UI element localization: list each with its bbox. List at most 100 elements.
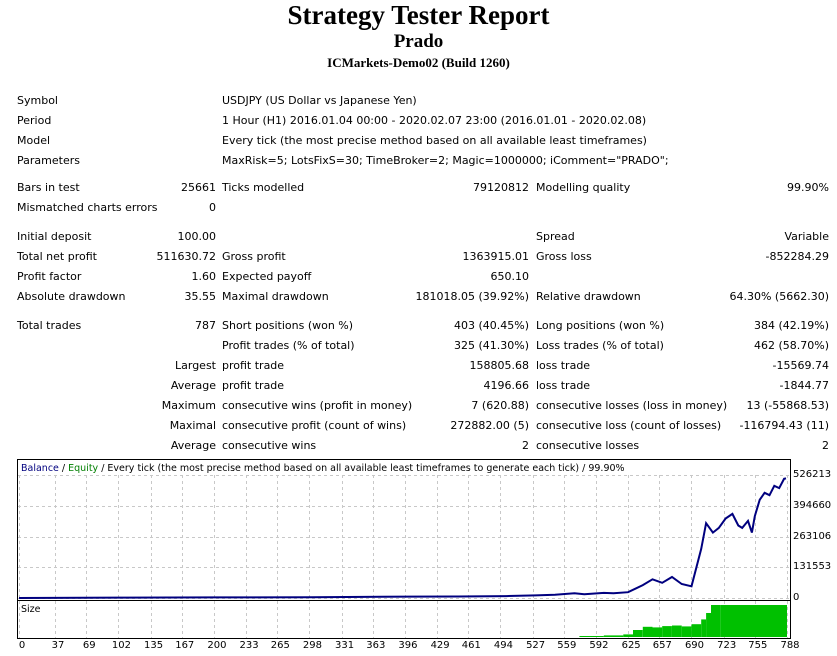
x-tick-label: 396 — [398, 640, 418, 651]
largest-loss-label: loss trade — [536, 359, 591, 372]
largest-profit-value: 158805.68 — [469, 359, 530, 372]
reldd-label: Relative drawdown — [536, 290, 641, 303]
size-bar — [662, 626, 672, 637]
deposit-value: 100.00 — [177, 230, 217, 243]
quality-label: Modelling quality — [536, 181, 631, 194]
x-tick-label: 657 — [652, 640, 672, 651]
size-bar — [706, 613, 711, 637]
size-bar — [720, 605, 787, 637]
long-value: 384 (42.19%) — [753, 319, 829, 332]
size-bars — [579, 605, 787, 637]
x-tick-label: 461 — [461, 640, 481, 651]
legend-description: / Every tick (the most precise method ba… — [98, 463, 624, 474]
deposit-label: Initial deposit — [17, 230, 92, 243]
avg-consec-losses-label: consecutive losses — [536, 439, 640, 452]
largest-label: Largest — [175, 359, 216, 372]
average-profit-label: profit trade — [222, 379, 285, 392]
profittrades-value: 325 (41.30%) — [453, 339, 529, 352]
y-tick-label: 263106 — [793, 530, 832, 542]
model-value: Every tick (the most precise method base… — [222, 134, 647, 147]
y-tick-label: 131553 — [793, 561, 832, 573]
size-bar — [681, 626, 692, 637]
size-bar — [633, 630, 643, 637]
x-tick-label: 0 — [18, 640, 26, 651]
x-tick-label: 298 — [302, 640, 322, 651]
legend-balance: Balance — [21, 463, 59, 474]
mismatch-value: 0 — [209, 201, 216, 214]
absdd-value: 35.55 — [184, 290, 217, 303]
x-tick-label: 559 — [557, 640, 577, 651]
ticks-label: Ticks modelled — [222, 181, 305, 194]
size-bar — [603, 635, 624, 637]
chart-frame — [17, 459, 791, 639]
x-tick-label: 494 — [493, 640, 513, 651]
quality-value: 99.90% — [787, 181, 829, 194]
grossloss-label: Gross loss — [536, 250, 592, 263]
payoff-label: Expected payoff — [222, 270, 312, 283]
x-tick-label: 690 — [684, 640, 705, 651]
size-bar — [701, 619, 707, 637]
x-tick-label: 200 — [207, 640, 227, 651]
x-tick-label: 69 — [82, 640, 96, 651]
maximal-consec-profit-label: consecutive profit (count of wins) — [222, 419, 407, 432]
symbol-label: Symbol — [17, 94, 58, 107]
short-value: 403 (40.45%) — [453, 319, 529, 332]
maximal-consec-loss-label: consecutive loss (count of losses) — [536, 419, 722, 432]
reldd-value: 64.30% (5662.30) — [729, 290, 829, 303]
avg-consec-losses-value: 2 — [822, 439, 829, 452]
legend-equity: Equity — [68, 463, 98, 474]
report-title: Strategy Tester Report — [287, 0, 550, 30]
largest-loss-value: -15569.74 — [772, 359, 829, 372]
maxdd-value: 181018.05 (39.92%) — [415, 290, 529, 303]
x-tick-label: 625 — [621, 640, 641, 651]
avg-consec-wins-value: 2 — [522, 439, 529, 452]
x-tick-label: 167 — [175, 640, 195, 651]
bars-value: 25661 — [181, 181, 216, 194]
x-tick-label: 723 — [717, 640, 737, 651]
absdd-label: Absolute drawdown — [17, 290, 126, 303]
trades-value: 787 — [195, 319, 216, 332]
profittrades-label: Profit trades (% of total) — [222, 339, 355, 352]
parameters-value: MaxRisk=5; LotsFixS=30; TimeBroker=2; Ma… — [222, 154, 669, 167]
max-consec-losses-label: consecutive losses (loss in money) — [536, 399, 728, 412]
maximal-consec-profit-value: 272882.00 (5) — [450, 419, 529, 432]
size-bar — [623, 634, 633, 637]
netprofit-value: 511630.72 — [156, 250, 217, 263]
max-consec-wins-label: consecutive wins (profit in money) — [222, 399, 413, 412]
y-tick-label: 526213 — [793, 469, 832, 480]
max-consec-wins-value: 7 (620.88) — [471, 399, 529, 412]
x-tick-label: 265 — [270, 640, 290, 651]
long-label: Long positions (won %) — [536, 319, 665, 332]
period-label: Period — [17, 114, 52, 127]
largest-profit-label: profit trade — [222, 359, 285, 372]
x-tick-label: 527 — [526, 640, 546, 651]
x-tick-label: 755 — [748, 640, 768, 651]
balance-chart: Balance / Equity / Every tick (the most … — [17, 459, 791, 639]
avg-consec-wins-label: consecutive wins — [222, 439, 317, 452]
chart-legend: Balance / Equity / Every tick (the most … — [21, 463, 625, 474]
expert-name: Prado — [393, 31, 444, 52]
size-label: Size — [21, 604, 41, 615]
average-loss-label: loss trade — [536, 379, 591, 392]
grossprofit-label: Gross profit — [222, 250, 286, 263]
y-tick-label: 394660 — [793, 499, 832, 511]
x-tick-label: 592 — [589, 640, 609, 651]
period-value: 1 Hour (H1) 2016.01.04 00:00 - 2020.02.0… — [222, 114, 647, 127]
size-bar — [652, 627, 663, 637]
maximal-consec-loss-value: -116794.43 (11) — [739, 419, 829, 432]
size-bar — [711, 605, 721, 637]
ticks-value: 79120812 — [473, 181, 529, 194]
x-tick-label: 788 — [780, 640, 800, 651]
mismatch-label: Mismatched charts errors — [17, 201, 158, 214]
maximal-label: Maximal — [169, 419, 216, 432]
average-loss-value: -1844.77 — [779, 379, 829, 392]
losstrades-value: 462 (58.70%) — [753, 339, 829, 352]
average-label: Average — [170, 379, 216, 392]
x-tick-label: 429 — [430, 640, 450, 651]
server-build: ICMarkets-Demo02 (Build 1260) — [327, 55, 510, 70]
spread-label: Spread — [536, 230, 575, 243]
x-tick-label: 363 — [366, 640, 386, 651]
balance-line — [18, 477, 787, 599]
parameters-label: Parameters — [17, 154, 80, 167]
profitfactor-value: 1.60 — [191, 270, 217, 283]
